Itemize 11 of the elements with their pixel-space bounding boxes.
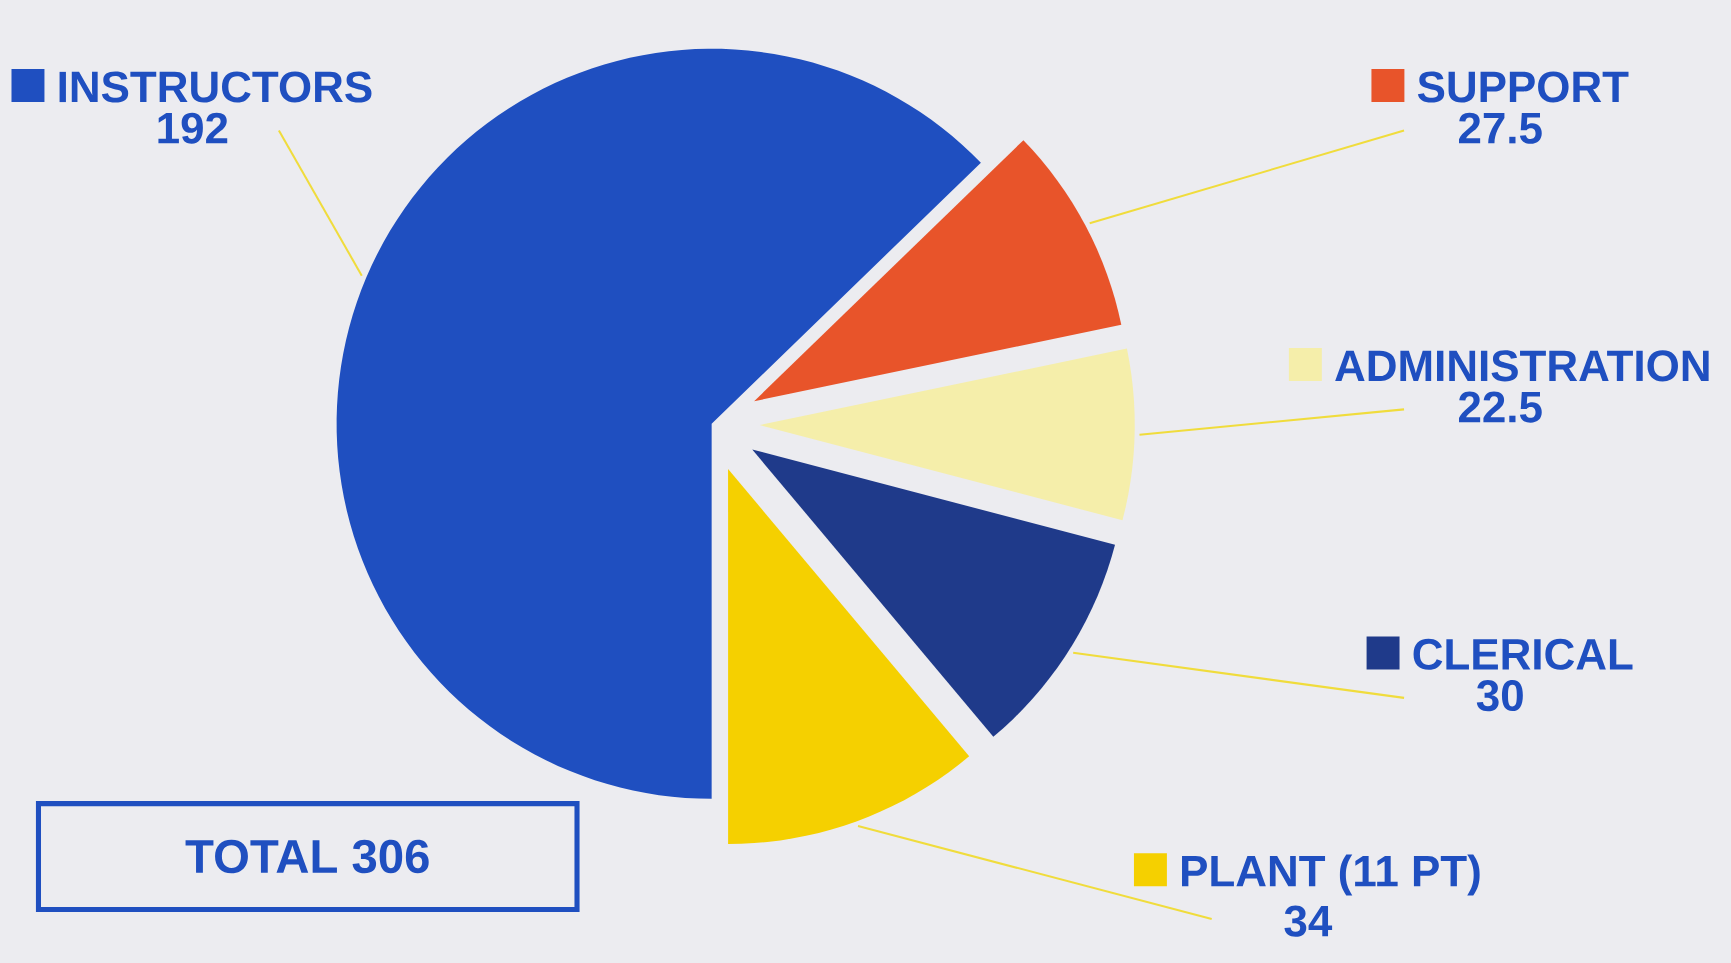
data-label: 27.5: [1459, 112, 1542, 144]
legend-label: INSTRUCTORS: [59, 71, 372, 103]
data-label: 30: [1476, 679, 1523, 712]
legend-label: CLERICAL: [1413, 638, 1633, 670]
data-label: 192: [158, 112, 228, 144]
legend-label: PLANT (11 PT): [1182, 854, 1480, 896]
text: TOTAL 306: [185, 839, 429, 874]
data-label: 22.5: [1459, 391, 1542, 423]
legend-label: ADMINISTRATION: [1335, 350, 1709, 382]
data-label: 34: [1284, 905, 1333, 937]
legend-label: SUPPORT: [1417, 71, 1629, 103]
